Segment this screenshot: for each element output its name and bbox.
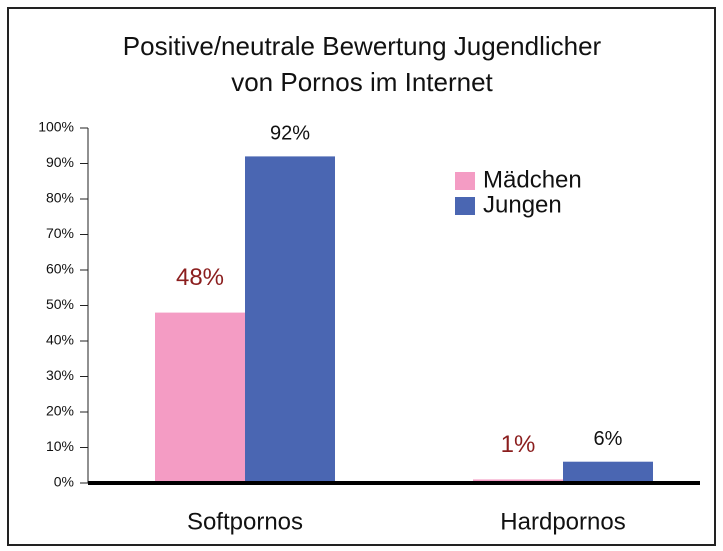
x-tick-label: Hardpornos [500,508,625,535]
y-tick-label: 40% [46,332,74,348]
bar [245,156,335,483]
y-tick-label: 60% [46,261,74,277]
y-tick-label: 30% [46,367,74,383]
legend-label: Mädchen [483,166,582,193]
y-tick-label: 10% [46,438,74,454]
data-label: 48% [176,264,224,291]
chart-title: Positive/neutrale Bewertung Jugendlicher [123,31,602,61]
y-tick-label: 90% [46,154,74,170]
legend-label: Jungen [483,191,562,218]
frame [7,7,716,546]
y-tick-label: 20% [46,403,74,419]
y-tick-label: 50% [46,296,74,312]
chart-title: von Pornos im Internet [231,67,493,97]
data-label: 92% [270,123,310,145]
y-tick-label: 80% [46,190,74,206]
y-tick-label: 70% [46,225,74,241]
data-label: 6% [594,428,623,450]
y-tick-label: 100% [38,119,74,135]
bar [155,312,245,483]
legend-swatch [455,197,475,215]
legend-swatch [455,172,475,190]
bar [563,461,653,483]
data-label: 1% [501,431,536,458]
y-tick-label: 0% [54,474,74,490]
x-tick-label: Softpornos [187,508,303,535]
